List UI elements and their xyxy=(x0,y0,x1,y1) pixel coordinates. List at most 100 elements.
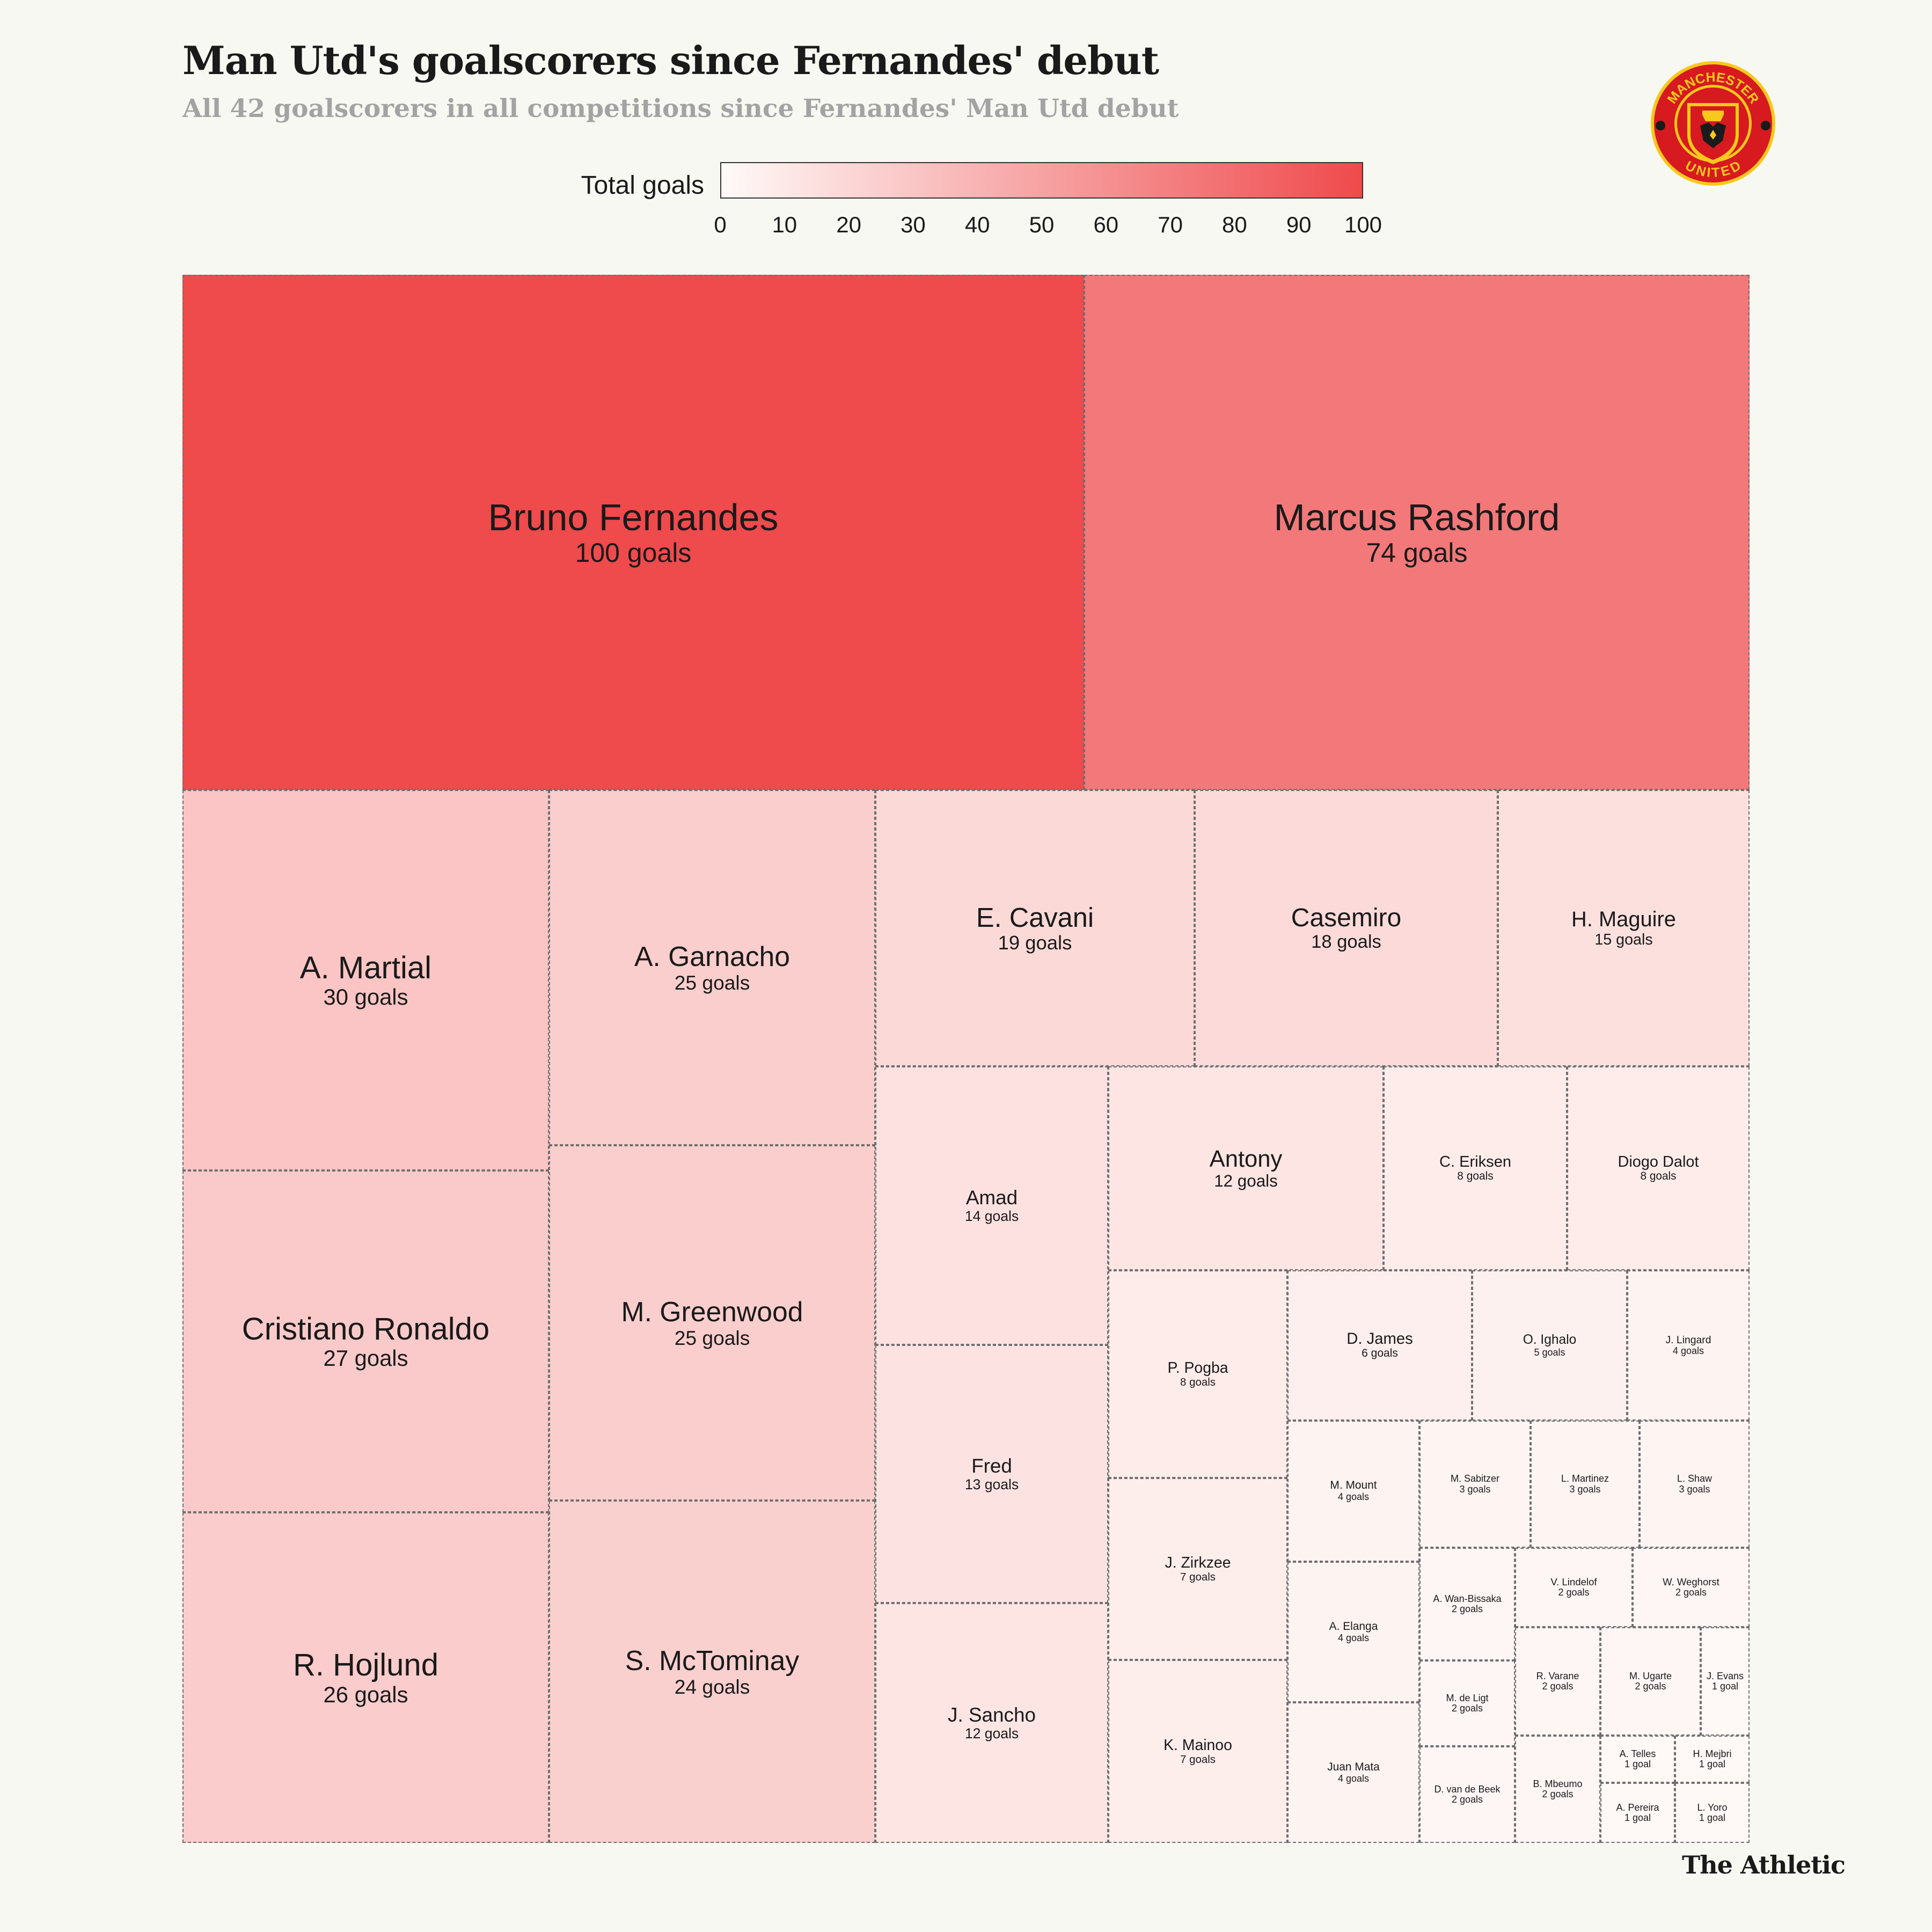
treemap-cell-juan-mata: Juan Mata 4 goals xyxy=(1287,1702,1419,1843)
player-name: W. Weghorst xyxy=(1663,1576,1719,1588)
legend-label: Total goals xyxy=(581,171,704,200)
player-name: J. Zirkzee xyxy=(1165,1554,1231,1572)
player-name: C. Eriksen xyxy=(1439,1153,1512,1170)
player-name: J. Evans xyxy=(1706,1670,1744,1681)
legend-tick-label: 50 xyxy=(1029,212,1055,237)
player-name: A. Garnacho xyxy=(634,941,791,972)
player-name: Marcus Rashford xyxy=(1274,496,1560,539)
treemap-cell-p-pogba: P. Pogba 8 goals xyxy=(1108,1270,1287,1478)
treemap-cell-j-lingard: J. Lingard 4 goals xyxy=(1627,1270,1750,1421)
player-name: M. Greenwood xyxy=(621,1296,803,1327)
legend-tick-label: 80 xyxy=(1222,212,1247,237)
player-name: S. McTominay xyxy=(625,1645,800,1676)
player-name: L. Shaw xyxy=(1677,1473,1713,1484)
player-name: J. Lingard xyxy=(1665,1334,1711,1346)
treemap-cell-b-mbeumo: B. Mbeumo 2 goals xyxy=(1515,1736,1600,1843)
legend-tick-label: 0 xyxy=(714,212,727,237)
treemap-cell-m-de-ligt: M. de Ligt 2 goals xyxy=(1419,1660,1515,1746)
goal-count: 1 goal xyxy=(1624,1812,1651,1823)
goal-count: 3 goals xyxy=(1679,1483,1710,1495)
treemap-cell-l-yoro: L. Yoro 1 goal xyxy=(1675,1783,1750,1843)
treemap-cell-r-hojlund: R. Hojlund 26 goals xyxy=(182,1512,549,1843)
goal-count: 2 goals xyxy=(1635,1681,1666,1692)
treemap-cell-bruno-fernandes: Bruno Fernandes 100 goals xyxy=(182,275,1084,790)
treemap-cell-casemiro: Casemiro 18 goals xyxy=(1195,790,1498,1066)
goal-count: 24 goals xyxy=(674,1675,750,1698)
player-name: Fred xyxy=(971,1455,1012,1477)
treemap-cell-a-elanga: A. Elanga 4 goals xyxy=(1287,1562,1419,1702)
goal-count: 4 goals xyxy=(1672,1345,1704,1356)
goal-count: 13 goals xyxy=(964,1476,1019,1493)
player-name: H. Mejbri xyxy=(1693,1748,1732,1759)
legend-tick-label: 40 xyxy=(964,212,990,237)
player-name: A. Pereira xyxy=(1616,1802,1659,1813)
player-name: M. Mount xyxy=(1330,1479,1377,1492)
player-name: V. Lindelof xyxy=(1550,1576,1597,1588)
legend-tick-label: 60 xyxy=(1093,212,1119,237)
treemap-cell-a-pereira: A. Pereira 1 goal xyxy=(1600,1783,1675,1843)
treemap-cell-r-varane: R. Varane 2 goals xyxy=(1515,1627,1600,1736)
legend-tick-label: 10 xyxy=(772,212,797,237)
goal-count: 25 goals xyxy=(674,971,750,994)
goal-count: 1 goal xyxy=(1699,1759,1726,1769)
treemap-cell-j-zirkzee: J. Zirkzee 7 goals xyxy=(1108,1478,1287,1660)
treemap-cell-v-lindelof: V. Lindelof 2 goals xyxy=(1515,1548,1633,1627)
treemap-cell-a-garnacho: A. Garnacho 25 goals xyxy=(549,790,875,1145)
goal-count: 2 goals xyxy=(1451,1703,1483,1714)
player-name: Antony xyxy=(1209,1146,1283,1172)
chart-title: Man Utd's goalscorers since Fernandes' d… xyxy=(182,38,1159,83)
treemap-cell-j-evans: J. Evans 1 goal xyxy=(1701,1627,1750,1736)
player-name: A. Elanga xyxy=(1329,1620,1378,1633)
treemap-cell-a-telles: A. Telles 1 goal xyxy=(1600,1736,1675,1783)
goal-count: 2 goals xyxy=(1451,1794,1483,1805)
player-name: Casemiro xyxy=(1291,903,1402,932)
goal-count: 2 goals xyxy=(1542,1789,1574,1799)
goal-count: 26 goals xyxy=(323,1681,408,1707)
player-name: L. Martinez xyxy=(1561,1473,1609,1484)
treemap-cell-h-maguire: H. Maguire 15 goals xyxy=(1498,790,1750,1066)
treemap-cell-s-mctominay: S. McTominay 24 goals xyxy=(549,1501,875,1843)
treemap-cell-l-shaw: L. Shaw 3 goals xyxy=(1640,1421,1750,1548)
goal-count: 12 goals xyxy=(964,1725,1019,1742)
legend-tick-label: 70 xyxy=(1158,212,1183,237)
treemap-cell-marcus-rashford: Marcus Rashford 74 goals xyxy=(1084,275,1750,790)
player-name: K. Mainoo xyxy=(1163,1737,1232,1754)
treemap-cell-w-weghorst: W. Weghorst 2 goals xyxy=(1633,1548,1750,1627)
treemap-cell-m-sabitzer: M. Sabitzer 3 goals xyxy=(1419,1421,1531,1548)
goal-count: 25 goals xyxy=(674,1326,750,1349)
player-name: H. Maguire xyxy=(1571,908,1676,932)
goal-count: 5 goals xyxy=(1534,1346,1565,1358)
treemap-cell-m-mount: M. Mount 4 goals xyxy=(1287,1421,1419,1562)
goal-count: 7 goals xyxy=(1180,1753,1216,1766)
the-athletic-brand: The Athletic xyxy=(1681,1850,1846,1879)
goal-count: 2 goals xyxy=(1451,1604,1483,1614)
goal-count: 6 goals xyxy=(1362,1347,1398,1360)
player-name: Cristiano Ronaldo xyxy=(241,1311,490,1346)
goal-count: 30 goals xyxy=(323,984,408,1010)
player-name: Diogo Dalot xyxy=(1618,1153,1699,1171)
player-name: D. James xyxy=(1346,1330,1413,1348)
player-name: J. Sancho xyxy=(948,1704,1036,1726)
treemap-cell-m-ugarte: M. Ugarte 2 goals xyxy=(1600,1627,1701,1736)
goal-count: 3 goals xyxy=(1569,1483,1601,1495)
player-name: L. Yoro xyxy=(1697,1802,1728,1813)
goal-count: 3 goals xyxy=(1459,1483,1491,1495)
player-name: Juan Mata xyxy=(1327,1760,1380,1773)
treemap-cell-m-greenwood: M. Greenwood 25 goals xyxy=(549,1145,875,1501)
goal-count: 2 goals xyxy=(1542,1681,1574,1692)
goal-count: 1 goal xyxy=(1711,1681,1739,1692)
goal-count: 12 goals xyxy=(1214,1171,1278,1190)
goal-count: 100 goals xyxy=(575,537,692,568)
goal-count: 14 goals xyxy=(964,1208,1019,1225)
goal-count: 27 goals xyxy=(323,1345,408,1371)
player-name: Amad xyxy=(965,1187,1018,1209)
goal-count: 7 goals xyxy=(1180,1570,1216,1583)
manchester-united-crest-icon: MANCHESTER UNITED xyxy=(1651,61,1775,186)
legend-ticks: 0 10 20 30 40 50 60 70 80 90 100 xyxy=(0,212,1932,244)
player-name: D. van de Beek xyxy=(1434,1783,1501,1795)
treemap-cell-a-wan-bissaka: A. Wan-Bissaka 2 goals xyxy=(1419,1548,1515,1660)
player-name: P. Pogba xyxy=(1167,1359,1228,1377)
treemap-cell-j-sancho: J. Sancho 12 goals xyxy=(875,1603,1108,1843)
treemap-cell-d-james: D. James 6 goals xyxy=(1287,1270,1472,1421)
legend-tick-label: 90 xyxy=(1286,212,1312,237)
